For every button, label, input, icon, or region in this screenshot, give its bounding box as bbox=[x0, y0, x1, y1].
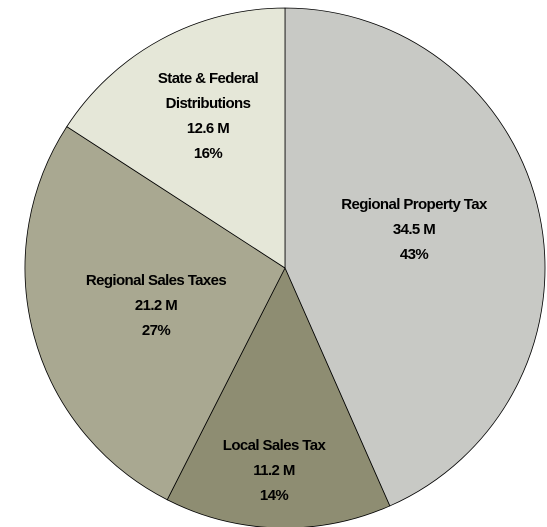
percent-label: 43% bbox=[399, 246, 429, 263]
value-label: 11.2 M bbox=[253, 462, 295, 479]
slice-label: Local Sales Tax 11.2 M 14% bbox=[194, 433, 354, 508]
pie-slice bbox=[284, 7, 546, 507]
percent-label: 27% bbox=[141, 322, 171, 339]
percent-label: 14% bbox=[259, 487, 289, 504]
slice-name: Local Sales Tax bbox=[222, 437, 326, 454]
pie-slice bbox=[166, 267, 391, 527]
pie-slice bbox=[66, 7, 286, 269]
value-label: 34.5 M bbox=[392, 221, 436, 238]
slice-name: State & Federal Distributions bbox=[157, 70, 259, 112]
slice-name: Regional Property Tax bbox=[341, 196, 487, 213]
slice-label: State & Federal Distributions 12.6 M 16% bbox=[138, 66, 278, 166]
pie-slice bbox=[24, 126, 286, 501]
percent-label: 16% bbox=[193, 145, 223, 162]
slice-label: Regional Sales Taxes 21.2 M 27% bbox=[71, 268, 241, 343]
value-label: 12.6 M bbox=[186, 120, 230, 137]
value-label: 21.2 M bbox=[134, 297, 178, 314]
slice-name: Regional Sales Taxes bbox=[85, 272, 227, 289]
slice-label: Regional Property Tax 34.5 M 43% bbox=[329, 192, 499, 267]
